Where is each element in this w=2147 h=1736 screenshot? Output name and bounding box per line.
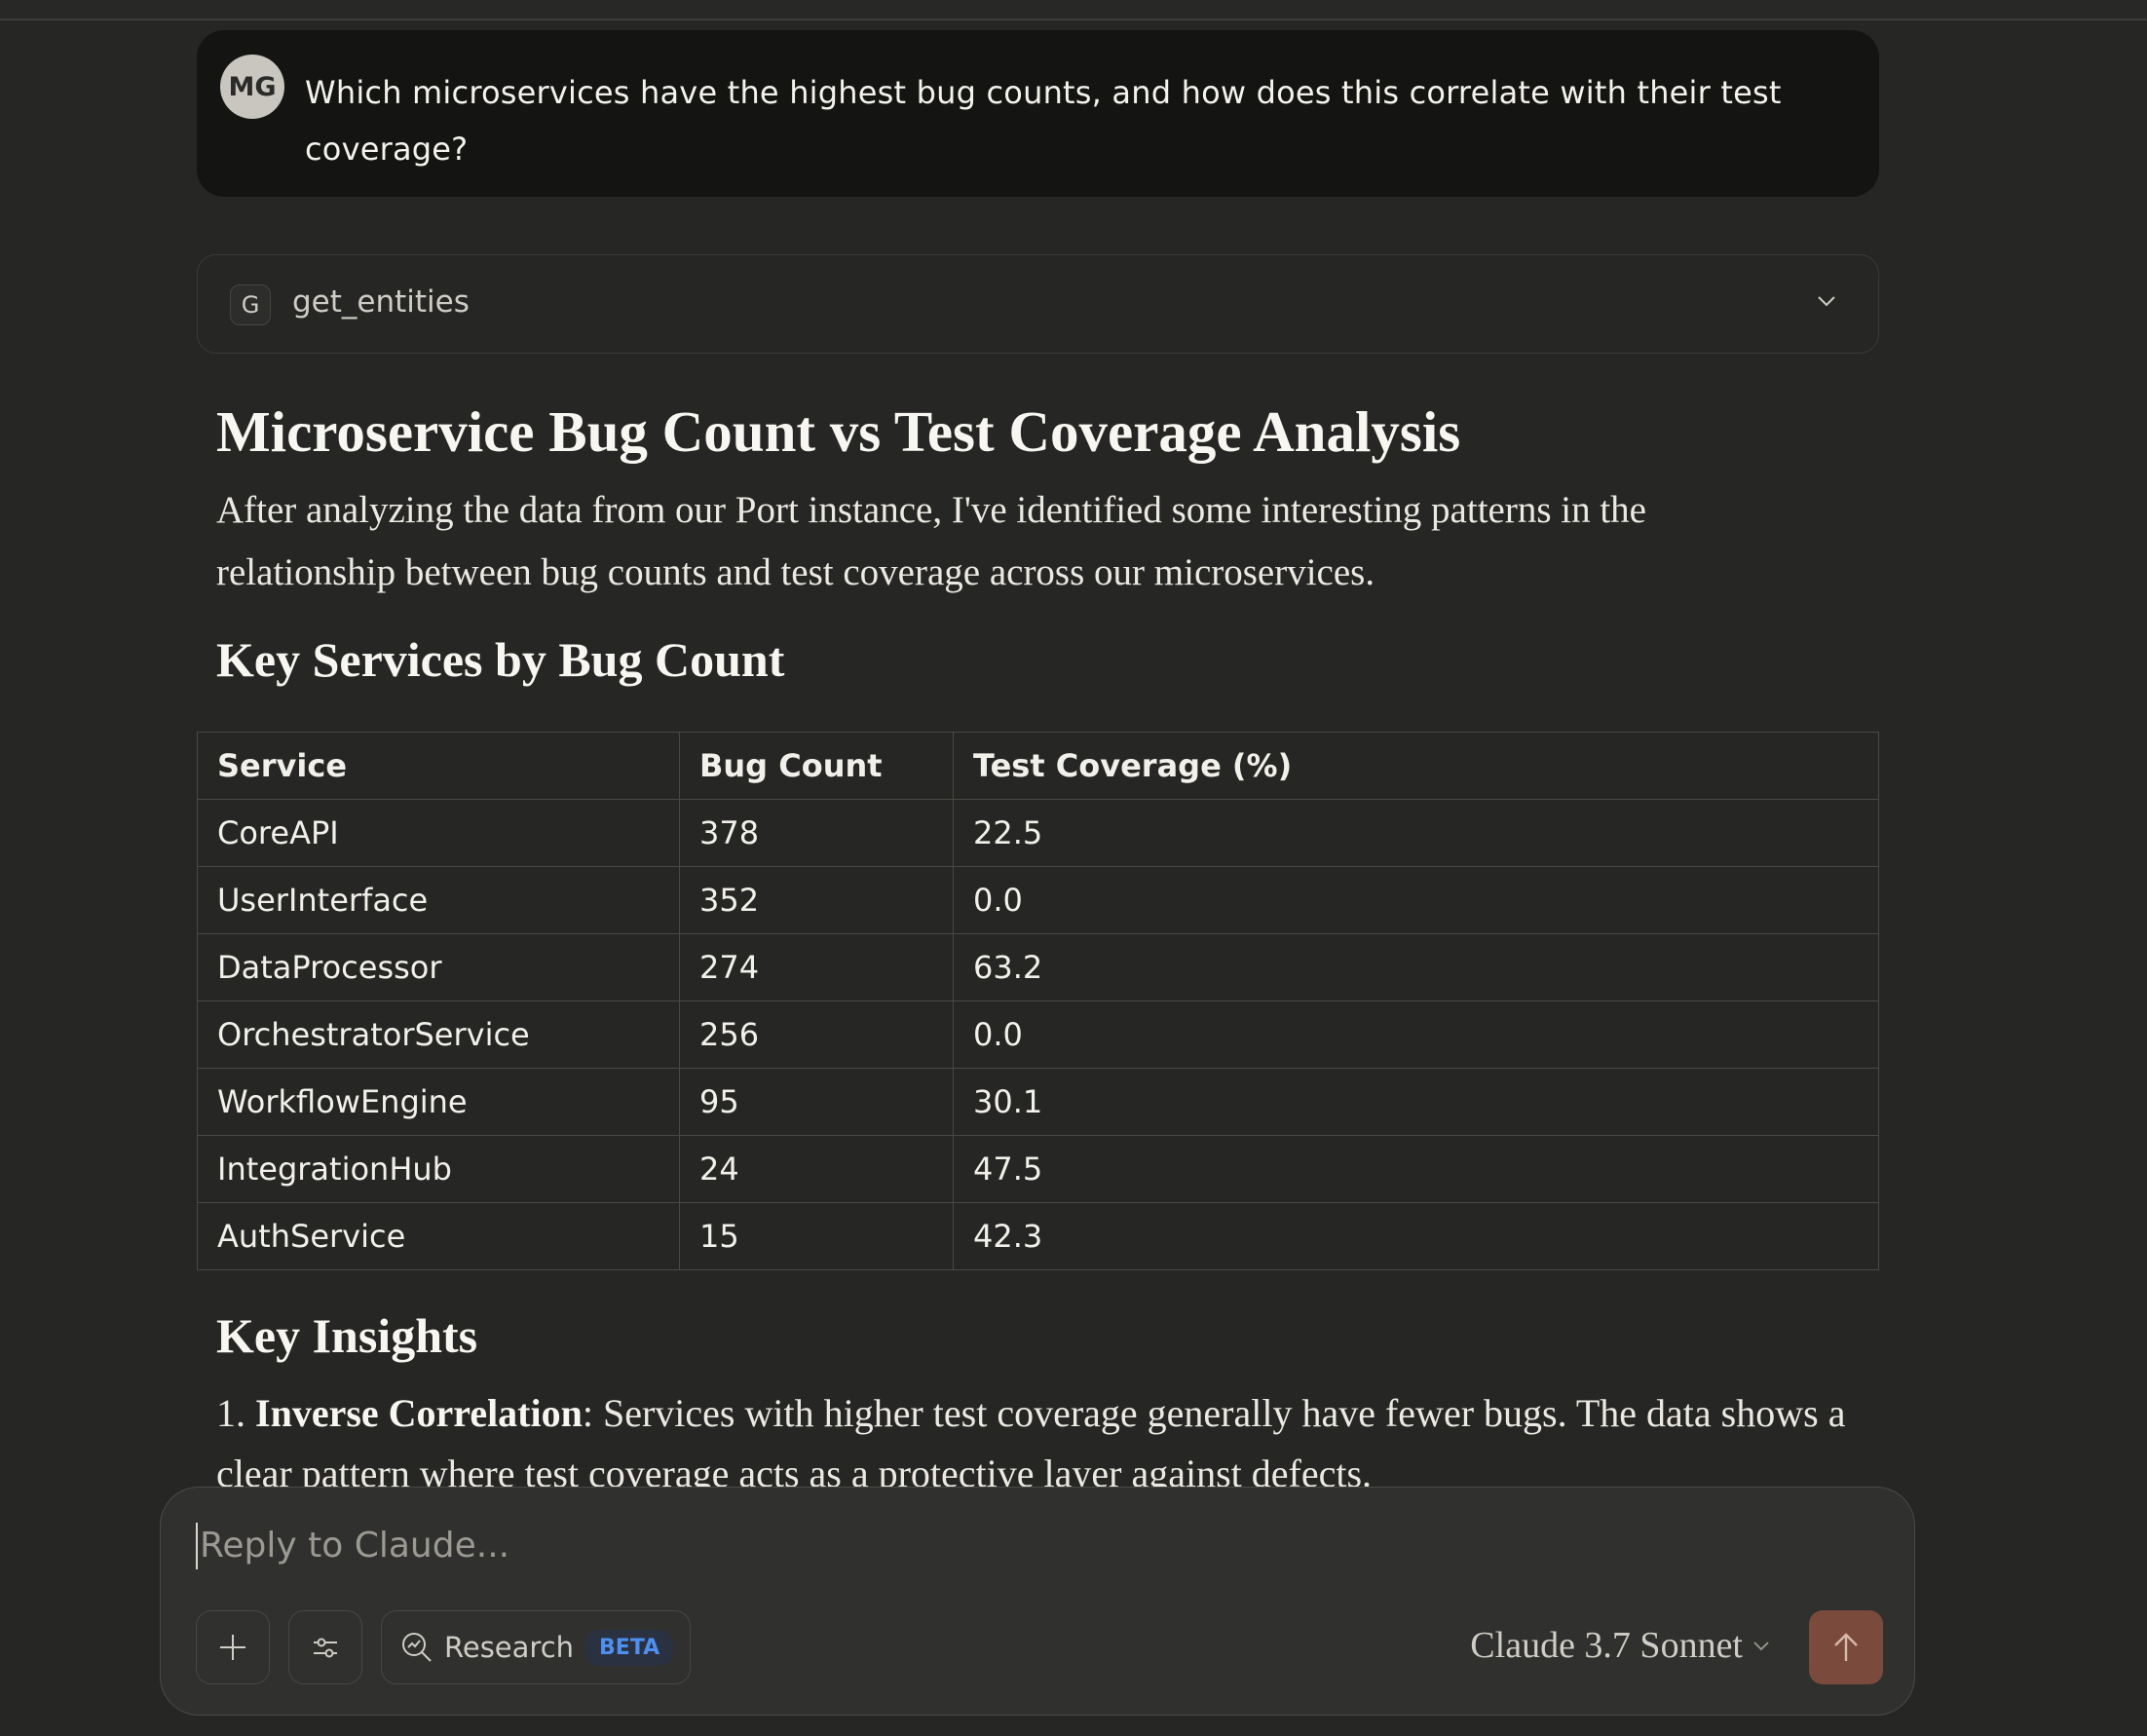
table-row: WorkflowEngine 95 30.1 [197,1068,1879,1136]
cell-service: AuthService [197,1202,680,1270]
cell-bug-count: 15 [679,1202,954,1270]
research-button[interactable]: Research BETA [381,1610,691,1684]
tool-name: get_entities [292,284,470,320]
add-button[interactable] [196,1610,270,1684]
table-header-row: Service Bug Count Test Coverage (%) [197,732,1879,800]
cell-bug-count: 95 [679,1068,954,1136]
response-title: Microservice Bug Count vs Test Coverage … [216,399,1461,464]
chevron-down-icon [1753,1642,1769,1651]
table-row: IntegrationHub 24 47.5 [197,1135,1879,1203]
research-label: Research [444,1631,575,1664]
cell-service: WorkflowEngine [197,1068,680,1136]
cell-service: IntegrationHub [197,1135,680,1203]
cell-test-coverage: 0.0 [953,1000,1879,1069]
cell-service: OrchestratorService [197,1000,680,1069]
cell-bug-count: 24 [679,1135,954,1203]
cell-service: UserInterface [197,866,680,934]
cell-test-coverage: 0.0 [953,866,1879,934]
cell-test-coverage: 42.3 [953,1202,1879,1270]
sliders-icon [314,1638,337,1658]
insight-title: Inverse Correlation [255,1391,583,1435]
cell-bug-count: 256 [679,1000,954,1069]
table-row: UserInterface 352 0.0 [197,866,1879,934]
tools-button[interactable] [288,1610,362,1684]
cell-service: DataProcessor [197,933,680,1001]
send-button[interactable] [1809,1610,1883,1684]
reply-composer: Reply to Claude... Research BETA Claude … [160,1487,1915,1716]
plus-icon [220,1635,245,1660]
header-test-coverage: Test Coverage (%) [953,732,1879,800]
list-number: 1. [216,1391,245,1435]
beta-badge: BETA [585,1629,674,1666]
reply-input[interactable]: Reply to Claude... [196,1523,509,1569]
cell-bug-count: 274 [679,933,954,1001]
insights-heading: Key Insights [216,1308,478,1363]
cell-test-coverage: 63.2 [953,933,1879,1001]
cell-test-coverage: 47.5 [953,1135,1879,1203]
tool-icon: G [230,284,271,325]
response-content: Microservice Bug Count vs Test Coverage … [216,390,1872,694]
model-name: Claude 3.7 Sonnet [1470,1625,1743,1666]
table-row: CoreAPI 378 22.5 [197,799,1879,867]
cell-test-coverage: 22.5 [953,799,1879,867]
bug-coverage-table: Service Bug Count Test Coverage (%) Core… [197,732,1879,1270]
header-service: Service [197,732,680,800]
top-bar [0,0,2147,20]
cell-test-coverage: 30.1 [953,1068,1879,1136]
chevron-down-icon[interactable] [1812,286,1841,316]
table-row: OrchestratorService 256 0.0 [197,1000,1879,1069]
table-row: DataProcessor 274 63.2 [197,933,1879,1001]
arrow-up-icon [1834,1633,1858,1661]
user-message-text: Which microservices have the highest bug… [305,74,1782,168]
research-search-icon [402,1633,432,1662]
cell-service: CoreAPI [197,799,680,867]
insights-section: Key Insights 1. Inverse Correlation: Ser… [216,1302,1872,1504]
model-selector[interactable]: Claude 3.7 Sonnet [1470,1624,1772,1667]
header-bug-count: Bug Count [679,732,954,800]
avatar[interactable]: MG [220,55,284,119]
cell-bug-count: 378 [679,799,954,867]
cell-bug-count: 352 [679,866,954,934]
intro-paragraph: After analyzing the data from our Port i… [216,489,1646,593]
user-message [197,30,1879,197]
table-heading: Key Services by Bug Count [216,632,785,687]
table-row: AuthService 15 42.3 [197,1202,1879,1270]
tool-call-get-entities[interactable]: G get_entities [197,254,1879,354]
